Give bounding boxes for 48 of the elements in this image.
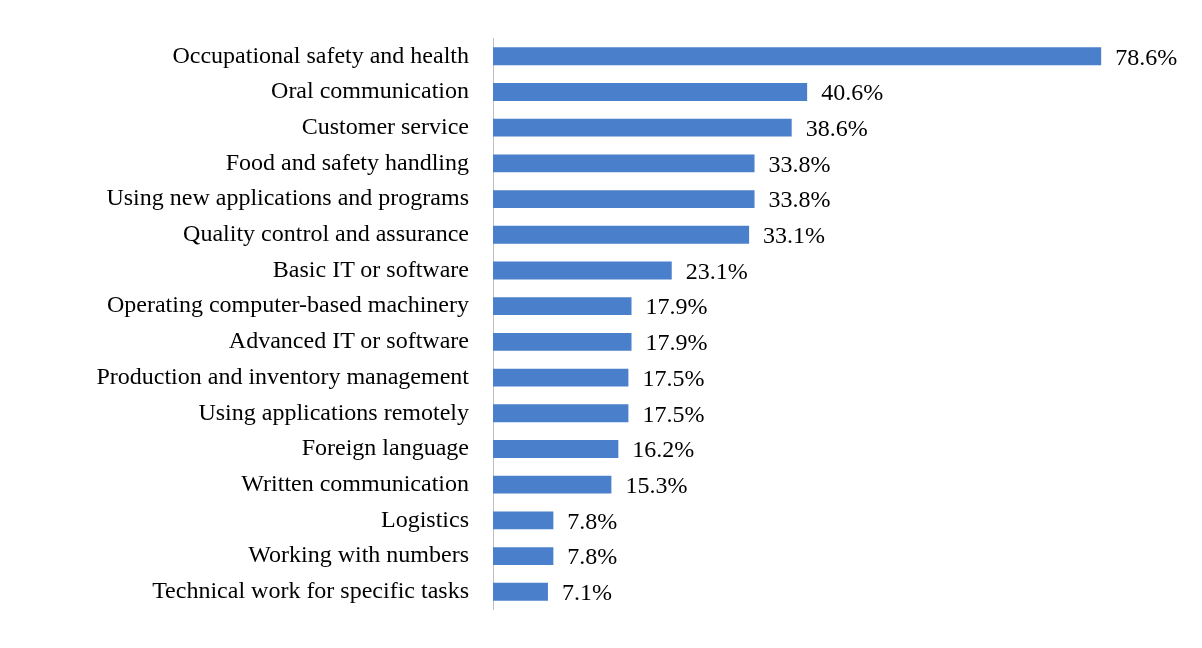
data-label: 16.2% [632, 436, 695, 463]
bar [493, 440, 619, 458]
y-tick-label: Quality control and assurance [183, 220, 469, 247]
y-tick-label: Food and safety handling [225, 148, 469, 175]
bar [493, 332, 632, 351]
bar [493, 47, 1102, 66]
bar [493, 261, 672, 280]
y-tick-label: Operating computer-based machinery [106, 291, 469, 318]
y-tick-label: Foreign language [301, 434, 469, 461]
data-label: 40.6% [821, 79, 884, 106]
y-tick-label: Customer service [301, 112, 469, 139]
data-label: 33.8% [768, 150, 831, 177]
y-tick-label: Occupational safety and health [172, 41, 469, 68]
y-tick-label: Technical work for specific tasks [152, 577, 469, 604]
y-tick-label: Production and inventory management [96, 362, 470, 389]
bar [493, 83, 808, 101]
bar [493, 225, 750, 244]
y-tick-label: Logistics [381, 505, 469, 532]
data-label: 78.6% [1115, 43, 1178, 70]
data-label: 17.9% [645, 293, 708, 320]
data-label: 17.9% [645, 329, 708, 356]
data-label: 17.5% [642, 400, 705, 427]
bar [493, 118, 792, 137]
data-label: 7.1% [561, 579, 612, 606]
bar [493, 475, 612, 494]
data-label: 38.6% [805, 114, 868, 141]
data-label: 33.8% [768, 186, 831, 213]
data-label: 15.3% [625, 471, 688, 498]
y-tick-label: Using applications remotely [198, 398, 469, 425]
bar [493, 511, 554, 530]
y-tick-label: Basic IT or software [272, 255, 469, 282]
bar [493, 154, 755, 173]
y-tick-label: Working with numbers [248, 541, 469, 568]
data-label: 7.8% [567, 543, 618, 570]
data-label: 33.1% [763, 222, 826, 249]
data-label: 17.5% [642, 364, 705, 391]
y-tick-label: Advanced IT or software [228, 327, 469, 354]
bar [493, 582, 548, 601]
y-tick-label: Written communication [241, 469, 469, 496]
data-label: 7.8% [567, 507, 618, 534]
bar [493, 404, 629, 423]
bar [493, 368, 629, 387]
bar [493, 547, 554, 565]
y-tick-label: Using new applications and programs [106, 184, 469, 211]
y-tick-label: Oral communication [271, 77, 469, 104]
data-label: 23.1% [685, 257, 748, 284]
bar [493, 190, 755, 208]
bar [493, 297, 632, 316]
